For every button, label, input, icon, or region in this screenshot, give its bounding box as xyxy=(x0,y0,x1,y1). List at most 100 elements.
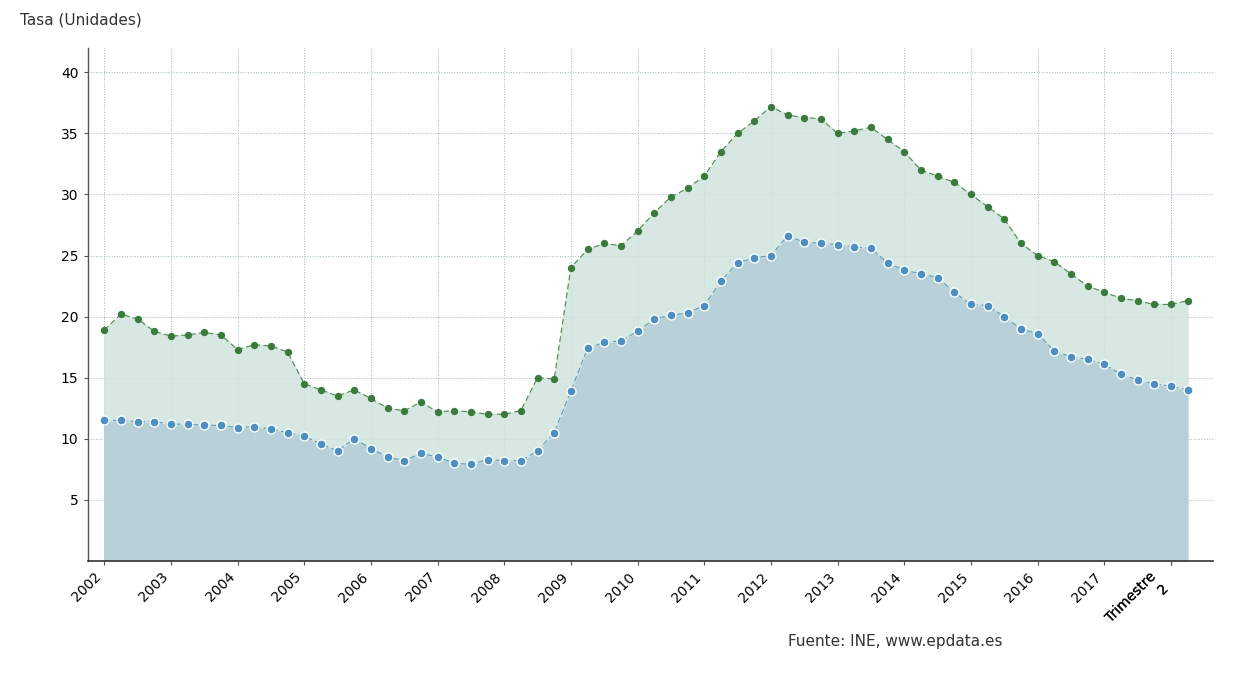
Point xyxy=(444,458,464,469)
Text: Fuente: INE, www.epdata.es: Fuente: INE, www.epdata.es xyxy=(788,634,1002,649)
Point xyxy=(561,386,581,397)
Point xyxy=(444,405,464,416)
Point xyxy=(778,231,798,241)
Point xyxy=(228,422,248,433)
Point xyxy=(428,451,448,462)
Point xyxy=(1161,381,1181,392)
Point xyxy=(844,241,864,252)
Point xyxy=(728,128,748,139)
Point xyxy=(311,438,331,449)
Point xyxy=(944,176,964,187)
Point xyxy=(961,299,981,310)
Point xyxy=(494,456,514,466)
Point xyxy=(161,330,181,341)
Point xyxy=(428,406,448,417)
Point xyxy=(628,326,648,337)
Point xyxy=(1111,293,1131,304)
Point xyxy=(161,419,181,430)
Point xyxy=(711,146,731,157)
Point xyxy=(1044,256,1064,267)
Point xyxy=(578,244,598,255)
Point xyxy=(1178,295,1198,306)
Point xyxy=(1061,268,1081,279)
Point xyxy=(511,456,531,466)
Point xyxy=(628,326,648,337)
Point xyxy=(94,325,114,336)
Point xyxy=(294,378,314,389)
Point xyxy=(378,451,398,462)
Point xyxy=(161,419,181,430)
Point xyxy=(961,189,981,200)
Point xyxy=(744,116,764,127)
Point xyxy=(828,239,848,250)
Point xyxy=(578,343,598,354)
Text: Tasa (Unidades): Tasa (Unidades) xyxy=(20,12,141,27)
Point xyxy=(1011,324,1031,334)
Point xyxy=(894,265,914,276)
Point xyxy=(544,427,564,438)
Point xyxy=(1178,384,1198,395)
Point xyxy=(828,239,848,250)
Point xyxy=(344,433,364,444)
Point xyxy=(978,300,998,311)
Point xyxy=(311,438,331,449)
Point xyxy=(1094,358,1114,369)
Point xyxy=(961,299,981,310)
Point xyxy=(928,272,948,283)
Point xyxy=(111,415,131,426)
Point xyxy=(678,307,698,318)
Point xyxy=(261,423,281,434)
Point xyxy=(278,427,298,438)
Point xyxy=(994,311,1014,322)
Point xyxy=(611,240,631,251)
Point xyxy=(578,343,598,354)
Point xyxy=(1128,295,1148,306)
Point xyxy=(678,307,698,318)
Point xyxy=(894,265,914,276)
Point xyxy=(844,241,864,252)
Point xyxy=(528,445,548,456)
Point xyxy=(194,420,214,431)
Point xyxy=(411,397,431,408)
Point xyxy=(94,415,114,426)
Point xyxy=(144,326,164,337)
Point xyxy=(361,443,381,454)
Point xyxy=(811,238,831,249)
Point xyxy=(594,337,614,347)
Point xyxy=(811,238,831,249)
Point xyxy=(211,330,231,341)
Point xyxy=(794,112,814,123)
Point xyxy=(694,300,714,311)
Point xyxy=(261,423,281,434)
Point xyxy=(494,409,514,420)
Point xyxy=(911,268,931,279)
Point xyxy=(244,421,264,432)
Point xyxy=(461,406,481,417)
Point xyxy=(1061,352,1081,363)
Point xyxy=(294,431,314,442)
Point xyxy=(328,445,348,456)
Point xyxy=(1144,299,1164,310)
Point xyxy=(761,101,781,112)
Point xyxy=(378,403,398,414)
Point xyxy=(344,384,364,395)
Point xyxy=(628,226,648,237)
Point xyxy=(394,405,414,416)
Point xyxy=(511,456,531,466)
Point xyxy=(494,456,514,466)
Point xyxy=(694,171,714,182)
Point xyxy=(911,165,931,176)
Point xyxy=(794,237,814,248)
Point xyxy=(728,257,748,268)
Point xyxy=(544,427,564,438)
Point xyxy=(878,134,898,145)
Point xyxy=(177,419,198,430)
Point xyxy=(127,313,148,324)
Point xyxy=(778,231,798,241)
Point xyxy=(428,451,448,462)
Point xyxy=(728,257,748,268)
Point xyxy=(928,171,948,182)
Point xyxy=(361,443,381,454)
Point xyxy=(528,445,548,456)
Point xyxy=(1161,381,1181,392)
